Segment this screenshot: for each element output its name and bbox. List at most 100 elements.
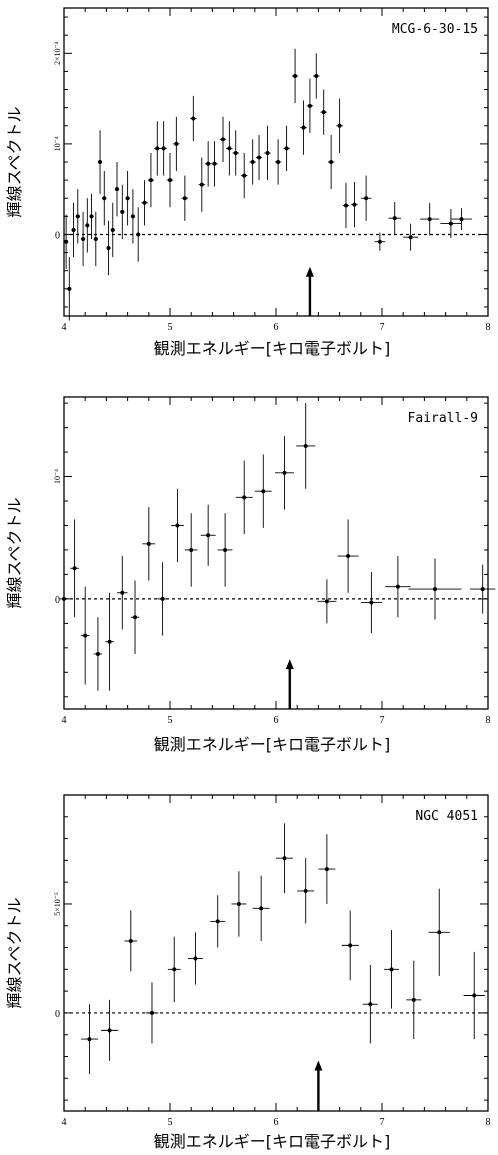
point-marker bbox=[89, 214, 94, 219]
plot-frame bbox=[63, 396, 489, 710]
arrow-head bbox=[314, 1060, 323, 1071]
point-marker bbox=[369, 600, 374, 605]
point-marker bbox=[236, 901, 241, 906]
point-marker bbox=[348, 943, 353, 948]
data-point bbox=[89, 193, 94, 239]
point-marker bbox=[161, 146, 166, 151]
point-marker bbox=[98, 160, 103, 164]
y-tick-label: 5×10⁻⁵ bbox=[53, 892, 62, 916]
data-point bbox=[384, 930, 399, 1009]
data-point bbox=[67, 257, 72, 321]
data-point bbox=[145, 982, 159, 1044]
data-point bbox=[120, 184, 125, 239]
point-marker bbox=[392, 216, 397, 221]
data-point bbox=[274, 139, 282, 185]
data-point bbox=[93, 211, 98, 267]
data-point bbox=[125, 171, 130, 226]
data-point bbox=[97, 130, 103, 194]
data-point bbox=[232, 130, 239, 176]
data-point bbox=[219, 116, 227, 162]
point-marker bbox=[106, 246, 111, 251]
point-marker bbox=[215, 919, 220, 924]
point-marker bbox=[120, 209, 125, 214]
point-marker bbox=[411, 997, 416, 1002]
y-axis-title: 輝線スペクトル bbox=[5, 898, 24, 1009]
point-marker bbox=[221, 137, 225, 142]
point-marker bbox=[110, 227, 115, 232]
y-axis-title: 輝線スペクトル bbox=[5, 498, 24, 609]
point-marker bbox=[395, 584, 400, 589]
data-point bbox=[320, 89, 327, 135]
point-marker bbox=[301, 125, 306, 130]
y-axis-title: 輝線スペクトル bbox=[5, 107, 24, 218]
x-axis-title: 観測エネルギー[キロ電子ボルト] bbox=[154, 735, 391, 754]
point-marker bbox=[389, 967, 394, 972]
data-point bbox=[167, 936, 181, 1003]
point-marker bbox=[182, 196, 187, 201]
data-point bbox=[327, 134, 335, 190]
x-tick-label: 6 bbox=[274, 1117, 279, 1128]
point-marker bbox=[136, 232, 141, 237]
data-point bbox=[124, 910, 138, 972]
chart-panel-2: 4 5 6 7 8 0 10⁻⁴ Fairall-9 観測エネルギー[キロ電子ボルト] 輝線スペク… bbox=[5, 396, 496, 754]
data-point bbox=[317, 579, 337, 624]
data-point bbox=[166, 152, 174, 208]
point-marker bbox=[303, 888, 308, 893]
point-marker bbox=[115, 187, 119, 192]
data-point bbox=[276, 823, 293, 894]
point-marker bbox=[257, 155, 262, 160]
chart-panel-1: 4 5 6 7 8 0 10⁻⁴ 2×10⁻⁴ MCG-6-30-15 観測エネルギー[キロ電子ボ… bbox=[5, 7, 491, 358]
data-point bbox=[469, 564, 496, 614]
point-marker bbox=[437, 930, 442, 935]
point-marker bbox=[324, 599, 329, 604]
data-point bbox=[463, 951, 485, 1040]
point-marker bbox=[148, 178, 153, 183]
arrow-head bbox=[305, 266, 314, 277]
data-point bbox=[204, 141, 212, 187]
data-point bbox=[110, 202, 115, 258]
point-marker bbox=[102, 196, 107, 201]
point-marker bbox=[130, 214, 135, 219]
point-marker bbox=[346, 554, 351, 559]
data-point bbox=[403, 223, 419, 251]
point-marker bbox=[364, 196, 369, 201]
data-point bbox=[157, 562, 168, 636]
point-marker bbox=[472, 993, 477, 998]
data-point bbox=[85, 198, 90, 253]
point-marker bbox=[352, 202, 357, 207]
point-marker bbox=[206, 161, 211, 166]
data-point bbox=[231, 871, 247, 937]
data-point bbox=[64, 214, 69, 269]
data-point bbox=[188, 932, 203, 985]
data-point bbox=[341, 910, 359, 981]
point-marker bbox=[282, 470, 287, 475]
point-marker bbox=[314, 73, 319, 78]
data-point bbox=[141, 180, 148, 226]
data-point bbox=[101, 999, 119, 1061]
data-point bbox=[362, 964, 378, 1044]
data-point bbox=[318, 834, 336, 904]
data-point bbox=[306, 78, 314, 134]
data-point bbox=[198, 157, 205, 212]
data-point bbox=[297, 858, 315, 924]
data-point bbox=[291, 48, 299, 104]
data-point bbox=[241, 152, 248, 199]
y-tick-label: 2×10⁻⁴ bbox=[53, 41, 62, 65]
data-point bbox=[313, 53, 320, 99]
object-label: MCG-6-30-15 bbox=[392, 22, 478, 37]
data-point bbox=[117, 556, 128, 630]
point-marker bbox=[265, 150, 270, 155]
data-point bbox=[130, 580, 140, 654]
data-point bbox=[80, 586, 90, 685]
y-tick-label: 10⁻⁴ bbox=[53, 469, 62, 484]
arrow-head bbox=[285, 659, 294, 670]
data-point bbox=[106, 220, 111, 276]
y-tick-label: 0 bbox=[55, 230, 60, 241]
point-marker bbox=[72, 566, 77, 571]
data-point bbox=[296, 403, 316, 489]
x-axis-title: 観測エネルギー[キロ電子ボルト] bbox=[154, 1132, 391, 1151]
point-marker bbox=[193, 956, 198, 961]
data-point bbox=[408, 558, 462, 620]
point-marker bbox=[259, 906, 264, 911]
chart-panel-3: 4 5 6 7 8 0 5×10⁻⁵ NGC 4051 観測エネルギー[キロ電子ボルト] 輝線スペ… bbox=[5, 794, 491, 1151]
